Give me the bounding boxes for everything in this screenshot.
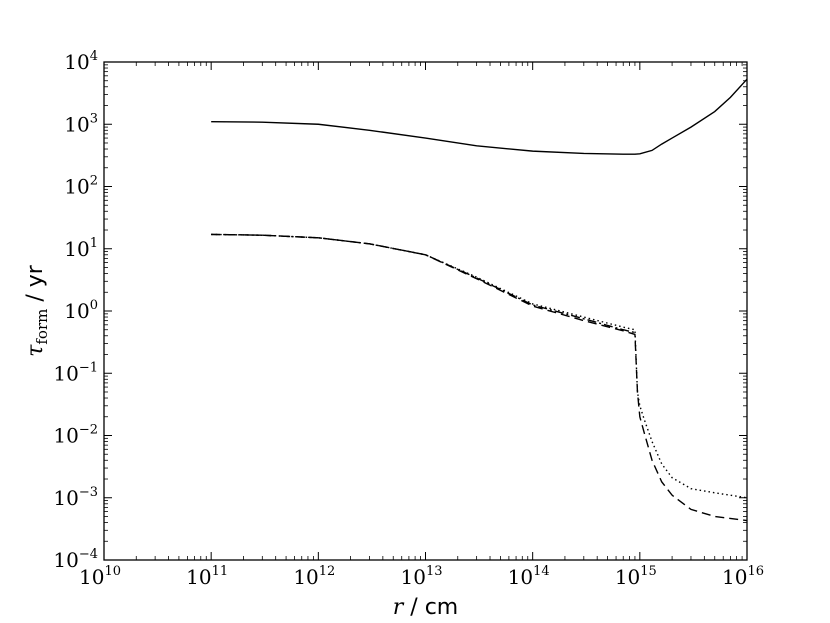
- series-line-solid: [211, 78, 748, 155]
- x-tick-base: 10: [293, 565, 318, 589]
- y-tick-label: 10−2: [53, 423, 98, 448]
- x-tick-label: 1013: [401, 564, 443, 589]
- y-tick-exponent: 4: [90, 49, 98, 64]
- plot-frame: [103, 61, 748, 561]
- y-tick-exponent: 2: [90, 174, 98, 189]
- y-tick-label: 103: [64, 111, 98, 136]
- y-tick-exponent: 1: [90, 236, 98, 251]
- x-tick-exponent: 15: [640, 564, 657, 579]
- y-axis-label: τform / yr: [23, 264, 51, 357]
- series-line-dashdot: [211, 233, 636, 334]
- y-tick-exponent: −2: [79, 423, 98, 438]
- y-tick-label: 10−4: [53, 547, 98, 572]
- x-tick-label: 1014: [508, 564, 550, 589]
- x-tick-label: 1016: [722, 564, 764, 589]
- x-tick-labels: 1010 1011 1012 1013 1014 1015 1016: [79, 564, 764, 589]
- y-tick-base: 10: [53, 548, 78, 572]
- x-tick-base: 10: [615, 565, 640, 589]
- x-tick-exponent: 11: [212, 564, 229, 579]
- y-tick-exponent: 0: [90, 298, 98, 313]
- y-tick-base: 10: [64, 237, 89, 261]
- x-tick-exponent: 10: [104, 564, 121, 579]
- series-line-dashed: [211, 233, 748, 522]
- x-tick-label: 1010: [79, 564, 121, 589]
- y-tick-label: 100: [64, 298, 98, 323]
- series-line-dotted: [211, 233, 748, 499]
- x-axis-symbol: r: [393, 595, 405, 620]
- y-tick-base: 10: [53, 486, 78, 510]
- y-tick-label: 101: [64, 236, 98, 261]
- x-tick-base: 10: [79, 565, 104, 589]
- x-tick-exponent: 13: [426, 564, 443, 579]
- y-tick-label: 104: [64, 49, 98, 74]
- y-tick-base: 10: [64, 50, 89, 74]
- y-tick-base: 10: [64, 299, 89, 323]
- y-tick-label: 102: [64, 174, 98, 199]
- x-tick-label: 1011: [186, 564, 228, 589]
- y-tick-label: 10−3: [53, 485, 98, 510]
- y-tick-exponent: −4: [79, 547, 98, 562]
- series-layer: [211, 78, 748, 522]
- y-tick-exponent: −1: [79, 360, 98, 375]
- y-axis-symbol: τ: [23, 344, 48, 357]
- y-tick-exponent: 3: [90, 111, 98, 126]
- x-tick-base: 10: [508, 565, 533, 589]
- y-tick-base: 10: [53, 361, 78, 385]
- x-tick-label: 1015: [615, 564, 657, 589]
- x-tick-exponent: 14: [533, 564, 550, 579]
- y-axis-unit: / yr: [23, 264, 48, 308]
- ticks-layer: [103, 61, 748, 561]
- x-axis-unit: / cm: [403, 595, 458, 620]
- y-tick-base: 10: [53, 424, 78, 448]
- y-tick-exponent: −3: [79, 485, 98, 500]
- x-tick-base: 10: [401, 565, 426, 589]
- x-tick-label: 1012: [293, 564, 335, 589]
- y-tick-label: 10−1: [53, 360, 98, 385]
- x-tick-exponent: 12: [319, 564, 336, 579]
- y-tick-base: 10: [64, 112, 89, 136]
- y-axis-subscript: form: [33, 309, 51, 345]
- x-tick-exponent: 16: [747, 564, 764, 579]
- x-tick-base: 10: [186, 565, 211, 589]
- x-axis-label: r / cm: [393, 595, 458, 620]
- x-tick-base: 10: [722, 565, 747, 589]
- y-tick-base: 10: [64, 175, 89, 199]
